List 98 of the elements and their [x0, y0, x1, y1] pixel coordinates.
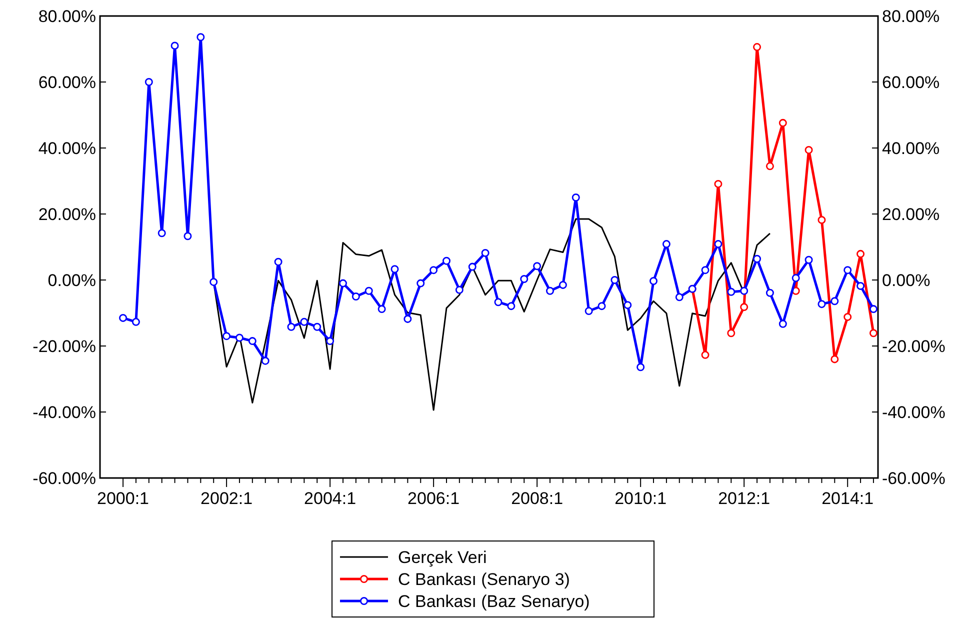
- x-tick-label: 2012:1: [718, 489, 770, 508]
- legend-label: C Bankası (Senaryo 3): [398, 570, 570, 589]
- x-tick-label: 2010:1: [614, 489, 667, 508]
- point: [274, 258, 282, 266]
- point: [430, 266, 438, 274]
- point: [364, 286, 373, 295]
- point: [222, 332, 231, 340]
- point: [338, 279, 347, 288]
- point: [727, 288, 736, 296]
- point: [818, 300, 826, 308]
- point: [558, 280, 567, 289]
- point: [235, 334, 244, 342]
- point: [313, 322, 322, 331]
- point: [533, 262, 542, 270]
- y2-tick-label: -20.00%: [882, 336, 946, 356]
- y2-tick-label: -60.00%: [882, 468, 946, 488]
- x-tick-label: 2000:1: [97, 489, 150, 508]
- y-tick-label: 40.00%: [38, 138, 96, 158]
- point: [830, 297, 839, 306]
- y-tick-label: -20.00%: [32, 336, 96, 356]
- point: [507, 302, 516, 310]
- y-tick-label: -40.00%: [32, 402, 96, 422]
- y-tick-label: 80.00%: [38, 6, 96, 26]
- point: [830, 355, 839, 364]
- point: [856, 282, 865, 290]
- point: [196, 33, 205, 42]
- y2-tick-label: 80.00%: [882, 6, 940, 26]
- point: [869, 305, 878, 314]
- point: [714, 180, 722, 188]
- point: [144, 78, 153, 86]
- point: [636, 363, 645, 372]
- point: [584, 307, 593, 316]
- y-tick-label: 60.00%: [38, 72, 96, 92]
- point: [248, 337, 256, 346]
- legend-label: Gerçek Veri: [398, 548, 487, 567]
- point: [572, 194, 580, 202]
- point: [727, 329, 736, 338]
- point: [778, 320, 787, 328]
- point: [287, 322, 296, 331]
- point: [404, 314, 412, 323]
- point: [352, 292, 360, 300]
- x-tick-label: 2014:1: [822, 489, 874, 508]
- point: [442, 256, 450, 265]
- point: [416, 279, 425, 288]
- y2-tick-label: 0.00%: [882, 270, 930, 290]
- y2-tick-label: 40.00%: [882, 138, 940, 158]
- point: [766, 288, 774, 297]
- point: [390, 265, 399, 274]
- point: [792, 274, 800, 282]
- point: [856, 250, 865, 258]
- point: [455, 286, 464, 294]
- point: [481, 248, 490, 257]
- point: [869, 329, 878, 338]
- x-tick-label: 2004:1: [304, 489, 356, 508]
- y2-tick-label: 20.00%: [882, 204, 940, 224]
- point: [598, 302, 606, 310]
- point: [650, 276, 658, 285]
- point: [378, 305, 386, 314]
- point: [804, 256, 813, 264]
- y2-tick-label: 60.00%: [882, 72, 940, 92]
- point: [753, 254, 762, 263]
- point: [119, 314, 128, 322]
- y-tick-label: 0.00%: [48, 270, 96, 290]
- legend-label: C Bankası (Baz Senaryo): [398, 592, 590, 611]
- point: [624, 301, 632, 310]
- point: [753, 43, 762, 52]
- x-tick-label: 2002:1: [200, 489, 253, 508]
- point: [740, 303, 748, 312]
- point: [701, 350, 710, 359]
- point: [158, 229, 166, 238]
- point: [546, 286, 554, 295]
- point: [210, 278, 218, 286]
- x-tick-label: 2008:1: [511, 489, 564, 508]
- point: [132, 318, 140, 326]
- point: [778, 118, 787, 127]
- y2-tick-label: -40.00%: [882, 402, 946, 422]
- point: [184, 232, 192, 240]
- point: [740, 286, 748, 295]
- point: [844, 266, 852, 274]
- point: [468, 262, 476, 271]
- point: [766, 162, 774, 170]
- point: [714, 240, 722, 248]
- point: [818, 216, 826, 224]
- point: [494, 298, 502, 306]
- point: [662, 240, 670, 248]
- point: [675, 293, 684, 302]
- point: [300, 318, 308, 326]
- point: [701, 266, 710, 274]
- point: [261, 356, 270, 365]
- x-tick-label: 2006:1: [408, 489, 460, 508]
- point: [170, 42, 179, 50]
- point: [804, 146, 813, 154]
- point: [520, 275, 528, 284]
- point: [326, 337, 334, 346]
- point: [844, 312, 852, 321]
- point: [610, 276, 619, 284]
- y-tick-label: 20.00%: [38, 204, 96, 224]
- y-tick-label: -60.00%: [32, 468, 96, 488]
